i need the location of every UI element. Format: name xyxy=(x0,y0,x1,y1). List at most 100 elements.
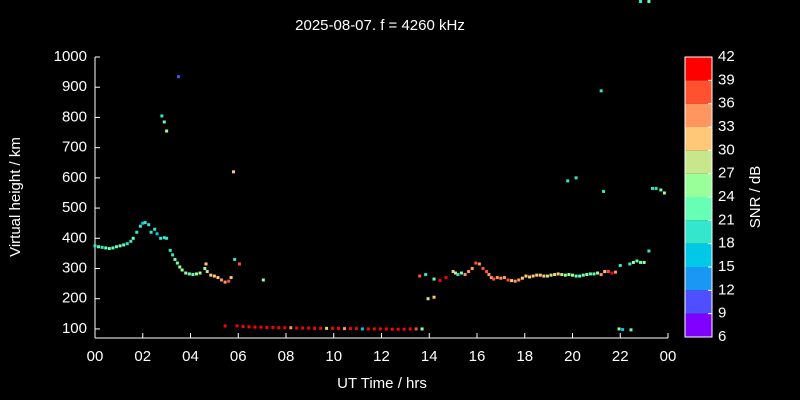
point xyxy=(220,278,224,282)
point xyxy=(184,271,188,275)
point xyxy=(585,273,589,277)
point xyxy=(360,327,364,331)
point xyxy=(520,276,524,280)
point xyxy=(198,271,202,275)
point xyxy=(122,243,126,247)
point xyxy=(545,274,549,278)
point xyxy=(426,297,430,301)
point xyxy=(654,186,658,190)
point xyxy=(204,262,208,266)
point xyxy=(588,272,592,276)
point xyxy=(418,274,422,278)
colorbar-label: SNR / dB xyxy=(747,166,764,229)
colorbar-band xyxy=(685,80,712,104)
y-tick-label: 100 xyxy=(62,320,87,337)
point xyxy=(542,274,546,278)
colorbar-band xyxy=(685,313,712,337)
point xyxy=(566,179,570,183)
point xyxy=(295,326,299,330)
point xyxy=(231,170,235,174)
point xyxy=(596,271,600,275)
y-tick-label: 900 xyxy=(62,78,87,95)
point xyxy=(366,327,370,331)
point xyxy=(165,129,169,133)
point xyxy=(524,274,528,278)
point xyxy=(259,325,263,329)
colorbar-tick-label: 27 xyxy=(718,165,735,182)
point xyxy=(168,248,172,252)
colorbar-band xyxy=(685,127,712,151)
point xyxy=(599,273,603,277)
point xyxy=(271,325,275,329)
point xyxy=(456,273,460,277)
point xyxy=(438,279,442,283)
point xyxy=(642,0,646,3)
point xyxy=(481,267,485,271)
point xyxy=(502,276,506,280)
point xyxy=(348,327,352,331)
point xyxy=(578,274,582,278)
point xyxy=(100,245,104,249)
point xyxy=(642,260,646,264)
point xyxy=(247,325,251,329)
x-tick-label: 02 xyxy=(134,348,151,365)
x-tick-label: 22 xyxy=(612,348,629,365)
point xyxy=(141,221,145,225)
point xyxy=(354,327,358,331)
point xyxy=(289,326,293,330)
point xyxy=(659,188,663,192)
y-tick-label: 700 xyxy=(62,139,87,156)
point xyxy=(155,232,159,236)
colorbar-tick-label: 36 xyxy=(718,95,735,112)
colorbar-band xyxy=(685,243,712,267)
y-axis-label: Virtual height / km xyxy=(7,137,24,257)
point xyxy=(432,277,436,281)
point xyxy=(459,271,463,275)
colorbar-band xyxy=(685,103,712,127)
point xyxy=(470,267,474,271)
point xyxy=(118,244,122,248)
point xyxy=(477,262,481,266)
x-tick-label: 04 xyxy=(182,348,199,365)
point xyxy=(599,89,603,93)
colorbar-tick-label: 24 xyxy=(718,188,735,205)
point xyxy=(629,328,633,332)
point xyxy=(396,327,400,331)
colorbar-tick-label: 6 xyxy=(718,328,726,345)
point xyxy=(451,270,455,274)
point xyxy=(187,272,191,276)
point xyxy=(180,268,184,272)
x-tick-label: 16 xyxy=(469,348,486,365)
point xyxy=(265,325,269,329)
point xyxy=(160,114,164,118)
point xyxy=(325,326,329,330)
point xyxy=(610,271,614,275)
point xyxy=(203,267,207,271)
point xyxy=(301,326,305,330)
x-tick-label: 00 xyxy=(87,348,104,365)
point xyxy=(235,324,239,328)
point xyxy=(662,191,666,195)
x-tick-label: 14 xyxy=(421,348,438,365)
point xyxy=(635,259,639,263)
point xyxy=(556,272,560,276)
colorbar-tick-label: 33 xyxy=(718,118,735,135)
point xyxy=(602,189,606,193)
point xyxy=(631,260,635,264)
x-axis-label: UT Time / hrs xyxy=(337,375,427,392)
point xyxy=(162,236,166,240)
point xyxy=(331,326,335,330)
point xyxy=(93,244,97,248)
point xyxy=(178,265,182,269)
point xyxy=(173,257,177,261)
y-tick-label: 1000 xyxy=(54,48,87,65)
point xyxy=(177,75,181,79)
point xyxy=(538,273,542,277)
colorbar-tick-label: 42 xyxy=(718,48,735,65)
point xyxy=(153,227,157,231)
point xyxy=(237,262,241,266)
y-tick-label: 400 xyxy=(62,229,87,246)
colorbar-band xyxy=(685,150,712,174)
